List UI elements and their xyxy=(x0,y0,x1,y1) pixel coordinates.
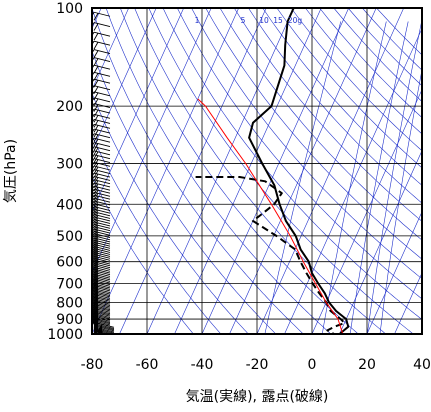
dry-adiabat-line xyxy=(225,0,431,341)
isotherm-line xyxy=(309,0,431,341)
y-axis-title: 気圧(hPa) xyxy=(3,139,19,203)
x-tick-label: 40 xyxy=(413,357,431,373)
dry-adiabat-line xyxy=(198,0,431,341)
y-tick-label: 800 xyxy=(56,295,83,311)
y-tick-label: 900 xyxy=(56,312,83,328)
isotherm-line xyxy=(419,0,431,341)
x-tick-label: -40 xyxy=(191,357,214,373)
dry-adiabat-line xyxy=(60,0,255,341)
dry-adiabat-line xyxy=(308,0,431,341)
wind-barb-flag xyxy=(94,33,98,40)
isotherm-line xyxy=(336,0,431,341)
isotherm-line xyxy=(391,0,431,341)
wind-barb-flag xyxy=(94,66,98,73)
dry-adiabat-line xyxy=(336,0,431,341)
mixing-ratio-line xyxy=(263,22,340,341)
y-tick-label: 600 xyxy=(56,255,83,271)
x-axis-title: 気温(実線), 露点(破線) xyxy=(186,389,329,405)
y-tick-label: 500 xyxy=(56,229,83,245)
x-tick-label: -60 xyxy=(136,357,159,373)
isotherm-line xyxy=(364,0,431,341)
y-tick-label: 300 xyxy=(56,157,83,173)
y-tick-label: 100 xyxy=(56,1,83,17)
y-tick-label: 400 xyxy=(56,197,83,213)
wind-barb-flag xyxy=(94,42,98,49)
mixing-ratio-label: 10 xyxy=(259,16,269,25)
mixing-ratio-line xyxy=(366,22,421,341)
y-tick-label: 700 xyxy=(56,277,83,293)
dewpoint-line xyxy=(196,177,345,337)
dry-adiabat-line xyxy=(350,0,431,341)
mixing-ratio-label: 5 xyxy=(241,16,246,25)
wind-barb-flag xyxy=(94,59,98,66)
wind-barb-flag xyxy=(94,24,98,31)
mixing-ratio-label: 15 xyxy=(273,16,283,25)
y-tick-label: 1000 xyxy=(47,327,83,343)
y-tick-label: 200 xyxy=(56,99,83,115)
x-tick-label: -20 xyxy=(246,357,269,373)
x-tick-label: -80 xyxy=(81,357,104,373)
dry-adiabat-line xyxy=(267,0,431,341)
dry-adiabat-line xyxy=(129,0,395,341)
wind-barb-flag xyxy=(94,51,98,58)
dry-adiabat-line xyxy=(115,0,367,341)
x-tick-label: 0 xyxy=(308,357,317,373)
mixing-ratio-label: 20g xyxy=(288,16,303,25)
x-tick-label: 20 xyxy=(358,357,376,373)
mixing-ratio-label: 1 xyxy=(195,16,200,25)
